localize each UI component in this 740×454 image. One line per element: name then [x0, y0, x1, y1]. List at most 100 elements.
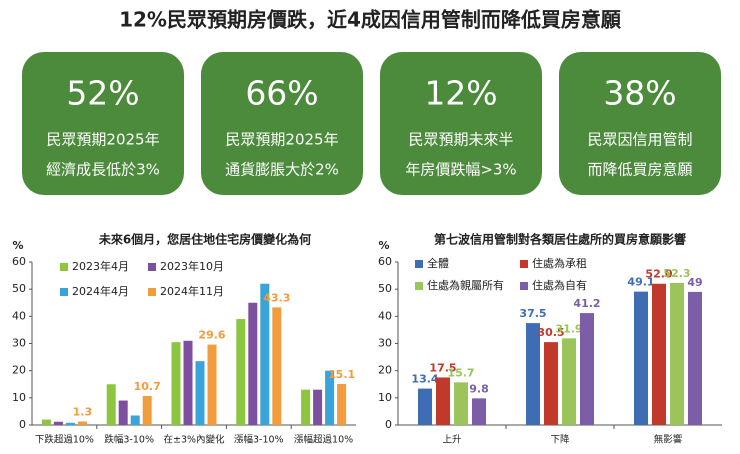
x-tick-label: 漲幅超過10% [294, 434, 353, 446]
legend-swatch [148, 288, 156, 296]
legend-swatch [520, 260, 528, 268]
bar [562, 338, 576, 425]
bar [688, 291, 702, 425]
y-tick-label: 30 [378, 337, 392, 350]
legend-label: 2023年10月 [160, 259, 224, 273]
stat-value: 52% [66, 74, 139, 113]
legend-label: 2024年4月 [72, 284, 129, 298]
bar [118, 400, 128, 425]
chart-title: 未來6個月，您居住地住宅房價變化為何 [98, 232, 311, 247]
page-title: 12%民眾預期房價跌，近4成因信用管制而降低買房意願 [119, 8, 622, 32]
data-label: 17.5 [429, 361, 456, 374]
stat-caption: 民眾預期未來半 [408, 131, 513, 149]
y-tick-label: 0 [385, 418, 392, 431]
y-tick-label: 20 [378, 364, 392, 377]
stat-caption: 通貨膨脹大於2% [225, 161, 339, 179]
bar [171, 342, 181, 425]
bar [670, 282, 684, 425]
legend-label: 2024年11月 [160, 284, 224, 298]
bar [207, 344, 217, 425]
stat-caption: 民眾預期2025年 [46, 131, 159, 149]
data-label: 52.0 [645, 268, 672, 281]
stat-value: 66% [245, 74, 318, 113]
stat-caption: 年房價跌幅>3% [405, 161, 516, 179]
data-label: 43.3 [263, 291, 290, 304]
x-tick-label: 下跌超過10% [35, 434, 94, 446]
bar [248, 302, 258, 425]
data-label: 13.4 [411, 373, 438, 386]
y-tick-label: 0 [19, 418, 26, 431]
stat-value: 12% [424, 74, 497, 113]
stat-card [380, 52, 542, 195]
stat-caption: 民眾因信用管制 [587, 131, 692, 149]
bar [41, 419, 51, 425]
y-axis-label: % [378, 239, 389, 252]
y-tick-label: 40 [378, 309, 392, 322]
bar [337, 383, 347, 425]
bar [142, 395, 152, 425]
y-tick-label: 10 [12, 391, 26, 404]
bar [418, 388, 432, 425]
y-tick-label: 40 [12, 309, 26, 322]
bar [301, 389, 311, 425]
legend-swatch [60, 288, 68, 296]
data-label: 49.1 [627, 276, 654, 289]
x-tick-label: 漲幅3-10% [234, 434, 284, 446]
data-label: 31.9 [555, 322, 582, 335]
legend-label: 住處為承租 [532, 256, 587, 270]
data-label: 15.1 [328, 368, 355, 381]
legend-swatch [60, 263, 68, 271]
data-label: 29.6 [198, 329, 225, 342]
y-tick-label: 30 [12, 337, 26, 350]
bar [436, 377, 450, 425]
data-label: 15.7 [447, 366, 474, 379]
bar [236, 319, 246, 425]
legend-swatch [148, 263, 156, 271]
bar [195, 361, 205, 425]
stat-caption: 而降低買房意願 [587, 161, 692, 179]
x-tick-label: 上升 [442, 435, 462, 446]
data-label: 52.3 [663, 267, 690, 280]
stat-value: 38% [603, 74, 676, 113]
bar [652, 283, 666, 425]
bar [472, 398, 486, 425]
bar [65, 422, 75, 425]
x-tick-label: 在±3%內變化 [163, 434, 225, 446]
x-tick-label: 跌幅3-10% [104, 434, 154, 446]
bar [106, 384, 116, 425]
data-label: 9.8 [469, 382, 489, 395]
bar [325, 370, 335, 425]
y-tick-label: 20 [12, 364, 26, 377]
bar [77, 421, 87, 425]
legend-swatch [520, 282, 528, 290]
bar [260, 283, 270, 425]
bar [272, 307, 282, 425]
y-tick-label: 60 [378, 255, 392, 268]
y-tick-label: 60 [12, 255, 26, 268]
bar [53, 421, 63, 425]
legend-label: 住處為親屬所有 [427, 278, 504, 292]
legend-swatch [415, 260, 423, 268]
data-label: 37.5 [519, 307, 546, 320]
bar [454, 382, 468, 425]
stat-caption: 民眾預期2025年 [225, 131, 338, 149]
y-tick-label: 50 [12, 282, 26, 295]
bar [634, 291, 648, 425]
stat-caption: 經濟成長低於3% [46, 161, 160, 179]
bar [183, 340, 193, 425]
bar [544, 342, 558, 425]
stat-card [559, 52, 721, 195]
data-label: 49 [687, 276, 702, 289]
bar [580, 313, 594, 425]
y-tick-label: 10 [378, 391, 392, 404]
legend-label: 2023年4月 [72, 259, 129, 273]
stat-card [201, 52, 363, 195]
data-label: 10.7 [134, 380, 161, 393]
y-axis-label: % [12, 239, 23, 252]
x-tick-label: 無影響 [654, 434, 683, 446]
bar [130, 415, 140, 425]
legend-swatch [415, 282, 423, 290]
legend-label: 全體 [427, 256, 449, 270]
data-label: 30.5 [537, 326, 564, 339]
